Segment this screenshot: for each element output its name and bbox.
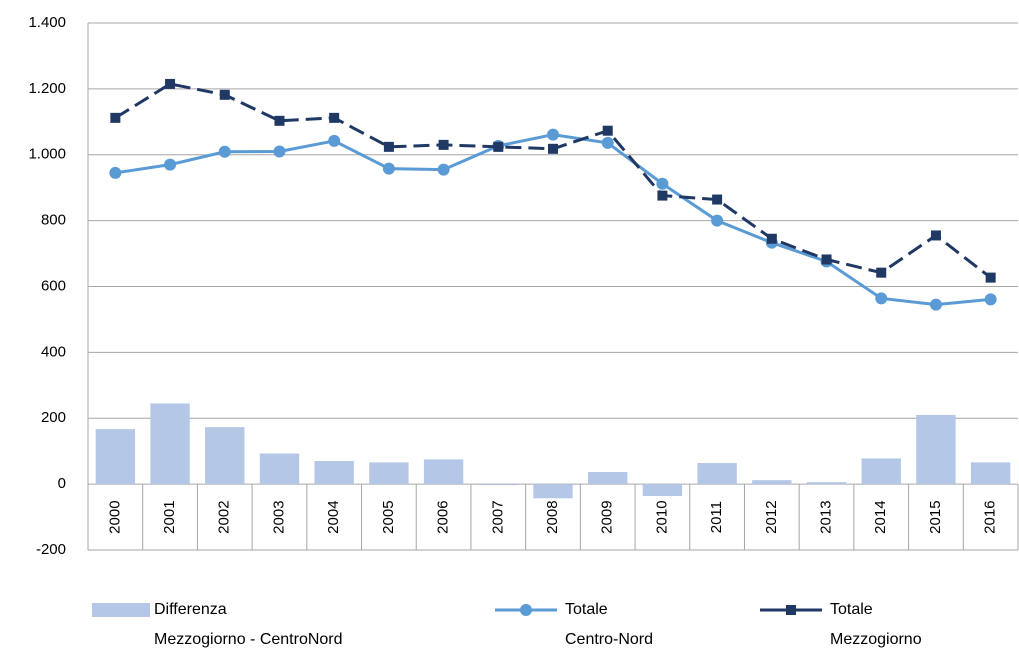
legend-marker	[786, 605, 796, 615]
marker	[656, 177, 669, 190]
bar	[95, 429, 136, 485]
marker	[383, 141, 394, 152]
legend-label: Differenza Mezzogiorno - CentroNord	[154, 601, 343, 648]
bar	[970, 462, 1011, 485]
marker	[766, 233, 777, 244]
marker	[382, 162, 395, 175]
x-tick-label: 2013	[817, 500, 834, 533]
marker	[493, 141, 504, 152]
x-tick-label: 2002	[216, 500, 233, 533]
marker	[984, 293, 997, 306]
marker	[329, 112, 340, 123]
x-tick-label: 2003	[270, 500, 287, 533]
y-tick-label: -200	[36, 541, 66, 558]
bar	[916, 414, 956, 485]
x-tick-label: 2006	[435, 500, 452, 533]
marker	[274, 115, 285, 126]
marker	[601, 136, 614, 149]
y-tick-label: 200	[41, 409, 66, 426]
marker	[657, 190, 668, 201]
bar	[423, 459, 464, 485]
bar	[697, 463, 737, 485]
y-tick-label: 1.200	[28, 80, 66, 97]
bar	[150, 403, 190, 485]
y-tick-label: 400	[41, 343, 66, 360]
marker	[711, 214, 724, 227]
x-tick-label: 2011	[708, 501, 725, 533]
marker	[547, 128, 559, 141]
marker	[164, 158, 177, 171]
marker	[273, 145, 286, 158]
marker	[821, 254, 832, 265]
marker	[876, 267, 887, 278]
marker	[985, 272, 996, 283]
marker	[548, 143, 558, 154]
legend-marker	[520, 604, 532, 616]
x-tick-label: 2007	[489, 500, 506, 533]
y-tick-label: 1.000	[28, 146, 66, 163]
line	[115, 133, 991, 307]
legend-swatch	[92, 603, 150, 617]
x-tick-label: 2014	[872, 500, 889, 533]
marker	[929, 298, 942, 311]
x-tick-label: 2016	[982, 500, 999, 533]
marker	[328, 134, 341, 147]
marker	[110, 112, 121, 123]
line	[114, 82, 992, 279]
y-tick-label: 0	[58, 475, 66, 492]
bar	[314, 461, 354, 485]
marker	[109, 166, 122, 179]
legend-label: Totale Centro-Nord	[565, 601, 654, 648]
bar	[806, 482, 847, 485]
marker	[438, 139, 449, 150]
x-tick-label: 2015	[927, 500, 944, 533]
x-tick-label: 2010	[653, 500, 670, 533]
bar	[588, 471, 628, 485]
bar	[259, 453, 300, 485]
y-tick-label: 600	[41, 277, 66, 294]
x-tick-label: 2005	[380, 500, 397, 533]
bar	[369, 462, 409, 485]
marker	[165, 78, 176, 89]
x-tick-label: 2012	[763, 500, 780, 533]
y-tick-label: 1.400	[28, 14, 66, 31]
bar	[533, 484, 573, 499]
bar	[205, 427, 245, 485]
bar	[861, 458, 901, 485]
marker	[437, 163, 450, 176]
marker	[218, 145, 231, 158]
bar	[752, 480, 792, 485]
x-tick-label: 2001	[161, 500, 178, 533]
marker	[875, 292, 888, 305]
marker	[602, 125, 613, 136]
marker	[712, 194, 723, 205]
x-tick-label: 2009	[599, 500, 616, 533]
y-tick-label: 800	[41, 212, 66, 229]
marker	[930, 230, 941, 241]
x-tick-label: 2000	[106, 500, 123, 533]
x-tick-label: 2008	[544, 500, 561, 533]
legend-label: Totale Mezzogiorno	[830, 601, 922, 648]
marker	[219, 89, 230, 100]
bar	[478, 484, 518, 486]
x-tick-label: 2004	[325, 500, 342, 533]
bar	[642, 484, 683, 496]
